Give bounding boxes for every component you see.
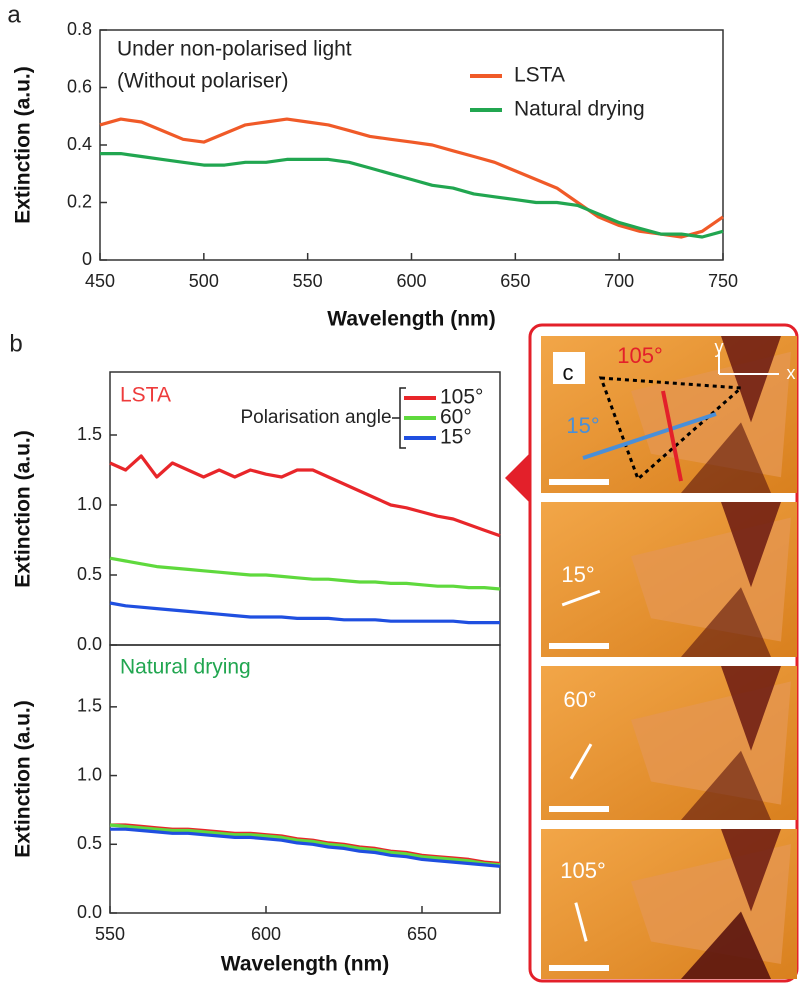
legend-label: 105° [440,386,483,409]
series-line [109,556,501,591]
y-tick-label: 1.5 [77,424,102,444]
legend-bracket [392,387,406,449]
polariser-arrow [574,902,588,942]
y-tick-label: 0.0 [77,634,102,654]
x-tick-label: 550 [293,271,323,291]
y-axis-label: Extinction (a.u.) [12,430,35,588]
crystal-dark [721,502,781,588]
panel-label: a [7,1,21,28]
photo-label: 15° [561,562,594,587]
scale-bar [549,965,609,971]
x-tick-label: 650 [500,271,530,291]
x-axis-label: Wavelength (nm) [221,953,389,976]
polariser-arrow [561,589,601,607]
crystal-dark [681,587,771,657]
photo-label: c [563,360,574,385]
crystal-dark [681,911,771,979]
series-line [109,454,501,538]
x-tick-label: 600 [396,271,426,291]
y-tick-label: 0.4 [67,134,92,154]
y-tick-label: 1.5 [77,696,102,716]
legend-label: Natural drying [514,98,645,121]
photo-label: 15° [566,413,599,438]
photo-label: 105° [560,858,606,883]
y-tick-label: 0.8 [67,19,92,39]
polariser-arrow [569,743,593,780]
x-tick-label: 450 [85,271,115,291]
photo: 105° [541,829,797,979]
crystal-dark [721,829,781,912]
series-line [109,601,500,625]
crystal-dark [681,750,771,820]
photo: 60° [541,666,797,820]
series-line [100,152,724,239]
x-tick-label: 500 [189,271,219,291]
panel-text: Natural drying [120,656,251,679]
series-line [109,823,501,867]
crystal-dark [721,336,781,423]
photo: c 105° 15° y x [541,336,797,493]
legend-label: 15° [440,426,472,449]
scale-bar [549,479,609,485]
scale-bar [549,806,609,812]
crystal-dark [681,422,771,493]
x-tick-label: 650 [407,924,437,944]
x-tick-label: 750 [708,271,738,291]
x-tick-label: 550 [95,924,125,944]
annotation: Under non-polarised light [117,38,352,61]
y-tick-label: 1.0 [77,764,102,784]
photos: c 105° 15° y x 15° 60° 105° [541,336,797,979]
photo-label: 60° [563,687,596,712]
series-line [110,827,501,868]
legend-label: 60° [440,406,472,429]
y-axis-label: Extinction (a.u.) [12,700,35,858]
legend-label: LSTA [514,64,565,87]
x-axis-label: Wavelength (nm) [327,308,495,331]
arrow-15 [582,412,717,460]
panel-text: LSTA [120,384,171,407]
arrow-105 [661,390,683,482]
y-tick-label: 0.5 [77,564,102,584]
pointer [505,452,531,504]
x-tick-label: 700 [604,271,634,291]
y-axis-label: Extinction (a.u.) [12,66,35,224]
label-box [553,352,585,384]
panel-label: b [9,330,22,357]
plot-frame [109,644,501,914]
triangle [598,376,745,482]
photo-label: x [787,363,796,383]
axes-xy [718,350,779,375]
y-tick-label: 0.5 [77,833,102,853]
y-tick-label: 0.6 [67,76,92,96]
y-tick-label: 0.0 [77,902,102,922]
x-tick-label: 600 [251,924,281,944]
y-tick-label: 0.2 [67,191,92,211]
annotation: (Without polariser) [117,70,289,93]
photo-label: 105° [617,343,663,368]
photo-label: y [715,337,724,357]
legend-title: Polarisation angle [240,407,391,428]
scale-bar [549,643,609,649]
photo: 15° [541,502,797,657]
series-line [99,117,724,239]
y-tick-label: 1.0 [77,494,102,514]
y-tick-label: 0 [82,249,92,269]
crystal-dark [721,666,781,751]
